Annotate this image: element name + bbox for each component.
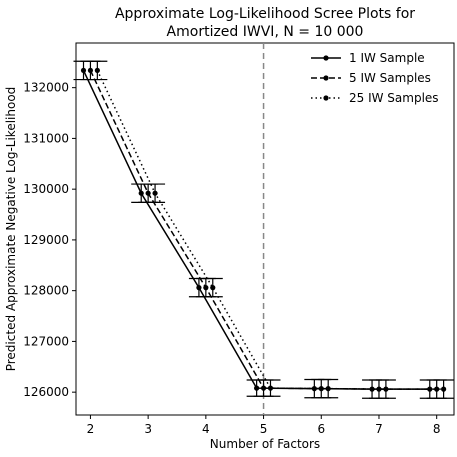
y-tick-label: 129000	[23, 233, 69, 247]
chart-subtitle: Amortized IWVI, N = 10 000	[167, 24, 364, 40]
x-tick-label: 2	[87, 422, 95, 436]
data-point	[152, 190, 158, 196]
plot-frame	[75, 42, 455, 416]
data-point	[196, 285, 202, 291]
y-tick-label: 130000	[23, 182, 69, 196]
x-tick-label: 4	[202, 422, 210, 436]
x-tick-label: 3	[144, 422, 152, 436]
data-point	[325, 386, 331, 392]
data-point	[383, 386, 389, 392]
legend-entry: 1 IW Sample	[311, 51, 425, 65]
x-tick-label: 7	[375, 422, 383, 436]
series-3	[87, 60, 454, 399]
y-tick-label: 132000	[23, 81, 69, 95]
data-point	[210, 285, 216, 291]
data-point	[260, 385, 267, 391]
data-point	[318, 386, 324, 392]
plot-area	[75, 42, 455, 416]
series-layer	[73, 60, 454, 399]
x-tick-label: 5	[260, 422, 268, 436]
data-point	[203, 285, 209, 291]
data-point	[94, 67, 100, 74]
series-line	[96, 70, 444, 390]
data-point	[87, 67, 94, 74]
series-1	[73, 60, 440, 399]
series-line	[82, 70, 430, 390]
y-tick-label: 127000	[23, 334, 69, 348]
x-tick-label: 8	[433, 422, 441, 436]
y-tick-label: 126000	[23, 385, 69, 399]
x-axis-ticks: 2 3 4 5 6 7 8	[87, 415, 441, 436]
y-axis-label: Predicted Approximate Negative Log-Likel…	[4, 87, 18, 372]
y-tick-label: 131000	[23, 131, 69, 145]
legend-marker	[323, 55, 329, 61]
data-point	[434, 386, 440, 392]
x-axis-label: Number of Factors	[210, 437, 320, 451]
legend-label: 1 IW Sample	[349, 51, 425, 65]
data-point	[267, 385, 274, 391]
y-axis-ticks: 126000 127000 128000 129000 130000 131000 1320…	[23, 81, 76, 399]
data-point	[441, 386, 447, 392]
chart-title: Approximate Log-Likelihood Scree Plots f…	[115, 6, 415, 22]
legend: 1 IW Sample 5 IW Samples 25 IW Samples	[311, 51, 439, 105]
legend-entry: 25 IW Samples	[311, 91, 439, 105]
legend-marker	[323, 95, 329, 101]
data-point	[138, 190, 144, 196]
data-point	[254, 385, 260, 391]
data-point	[427, 386, 433, 392]
y-tick-label: 128000	[23, 284, 69, 298]
legend-marker	[323, 75, 329, 81]
data-point	[80, 67, 87, 74]
legend-entry: 5 IW Samples	[311, 71, 431, 85]
data-point	[145, 190, 151, 196]
x-tick-label: 6	[317, 422, 325, 436]
legend-label: 5 IW Samples	[349, 71, 431, 85]
data-point	[376, 386, 382, 392]
legend-label: 25 IW Samples	[349, 91, 439, 105]
